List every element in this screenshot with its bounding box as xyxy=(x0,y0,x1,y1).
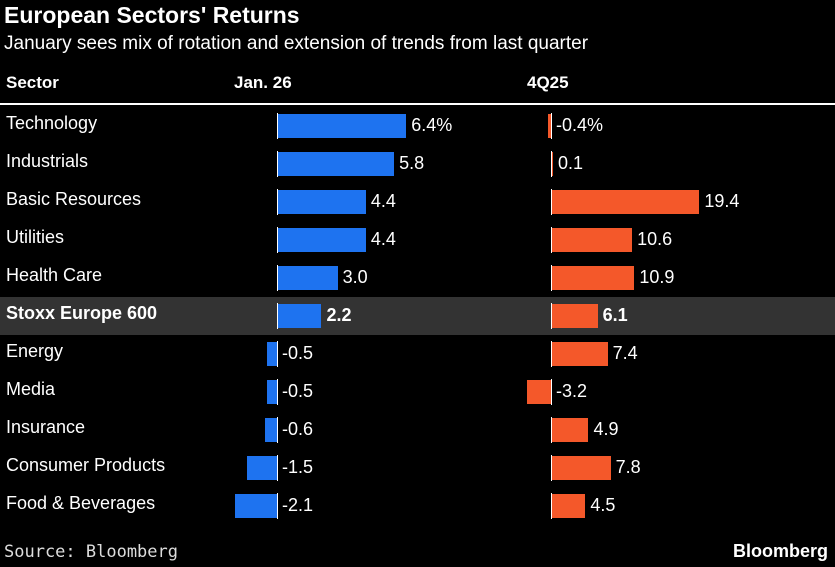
bar-jan xyxy=(277,266,338,290)
bar-jan xyxy=(264,418,277,442)
data-label: 3.0 xyxy=(342,267,368,287)
chart-row: Stoxx Europe 600 2.2 6.1 xyxy=(0,297,835,335)
chart-row: Food & Beverages -2.1 4.5 xyxy=(0,487,835,525)
chart-row: Technology 6.4% -0.4% xyxy=(0,107,835,145)
bar-4q25 xyxy=(551,342,608,366)
data-label: 6.1 xyxy=(602,305,628,325)
data-label: 0.1 xyxy=(558,153,584,173)
zero-line xyxy=(551,455,552,481)
data-label: -2.1 xyxy=(282,495,314,515)
zero-line xyxy=(277,493,278,519)
data-label: 6.4% xyxy=(411,115,453,135)
data-label: 4.4 xyxy=(370,229,396,249)
data-label: 4.9 xyxy=(593,419,619,439)
category-label: Industrials xyxy=(6,151,89,171)
bar-4q25 xyxy=(551,418,589,442)
zero-line xyxy=(551,265,552,291)
category-label: Technology xyxy=(6,113,98,133)
zero-line xyxy=(277,455,278,481)
bloomberg-logo: Bloomberg xyxy=(732,541,828,561)
chart-row: Utilities 4.4 10.6 xyxy=(0,221,835,259)
zero-line xyxy=(551,341,552,367)
bar-jan xyxy=(266,342,277,366)
category-label: Health Care xyxy=(6,265,103,285)
data-label: 5.8 xyxy=(399,153,425,173)
zero-line xyxy=(551,151,552,177)
bar-4q25 xyxy=(551,456,611,480)
data-label: 7.4 xyxy=(612,343,638,363)
data-label: -0.6 xyxy=(282,419,314,439)
data-label: 4.5 xyxy=(590,495,616,515)
data-label: 4.4 xyxy=(370,191,396,211)
zero-line xyxy=(277,417,278,443)
data-label: 19.4 xyxy=(704,191,740,211)
zero-line xyxy=(551,417,552,443)
chart-title: European Sectors' Returns xyxy=(4,2,300,28)
category-label: Insurance xyxy=(6,417,86,437)
bar-4q25 xyxy=(551,228,633,252)
zero-line xyxy=(551,493,552,519)
chart-row: Insurance -0.6 4.9 xyxy=(0,411,835,449)
chart-row: Media -0.5 -3.2 xyxy=(0,373,835,411)
data-label: -0.5 xyxy=(282,343,314,363)
data-label: 10.6 xyxy=(637,229,673,249)
bar-4q25 xyxy=(551,190,700,214)
category-label: Utilities xyxy=(6,227,65,247)
zero-line xyxy=(277,227,278,253)
category-label: Food & Beverages xyxy=(6,493,156,513)
bar-4q25 xyxy=(526,380,551,404)
category-label: Consumer Products xyxy=(6,455,166,475)
zero-line xyxy=(277,303,278,329)
bar-jan xyxy=(277,304,322,328)
chart-subtitle: January sees mix of rotation and extensi… xyxy=(4,33,589,54)
bar-jan xyxy=(234,494,277,518)
data-label: -3.2 xyxy=(556,381,588,401)
zero-line xyxy=(277,189,278,215)
zero-line xyxy=(277,265,278,291)
zero-line xyxy=(277,151,278,177)
data-label: 2.2 xyxy=(326,305,352,325)
chart-row: Basic Resources 4.4 19.4 xyxy=(0,183,835,221)
bar-4q25 xyxy=(547,114,551,138)
category-label: Basic Resources xyxy=(6,189,142,209)
zero-line xyxy=(277,341,278,367)
header-sector: Sector xyxy=(6,73,59,92)
category-label: Energy xyxy=(6,341,64,361)
data-label: -0.5 xyxy=(282,381,314,401)
zero-line xyxy=(551,227,552,253)
bar-jan xyxy=(266,380,277,404)
bar-4q25 xyxy=(551,266,635,290)
bar-jan xyxy=(246,456,277,480)
header-jan: Jan. 26 xyxy=(234,73,292,92)
category-label: Media xyxy=(6,379,56,399)
chart-row: Health Care 3.0 10.9 xyxy=(0,259,835,297)
data-label: 10.9 xyxy=(639,267,675,287)
header-rule xyxy=(0,103,835,105)
data-label: -1.5 xyxy=(282,457,314,477)
bar-jan xyxy=(277,228,366,252)
zero-line xyxy=(551,189,552,215)
source-note: Source: Bloomberg xyxy=(4,542,178,562)
category-label: Stoxx Europe 600 xyxy=(6,303,158,323)
zero-line xyxy=(277,113,278,139)
chart-row: Energy -0.5 7.4 xyxy=(0,335,835,373)
zero-line xyxy=(551,303,552,329)
bar-4q25 xyxy=(551,494,586,518)
zero-line xyxy=(551,379,552,405)
data-label: 7.8 xyxy=(615,457,641,477)
bar-4q25 xyxy=(551,152,553,176)
bar-jan xyxy=(277,114,407,138)
zero-line xyxy=(277,379,278,405)
bar-jan xyxy=(277,190,366,214)
chart-row: Industrials 5.8 0.1 xyxy=(0,145,835,183)
bar-jan xyxy=(277,152,395,176)
chart-row: Consumer Products -1.5 7.8 xyxy=(0,449,835,487)
data-label: -0.4% xyxy=(556,115,604,135)
zero-line xyxy=(551,113,552,139)
bar-4q25 xyxy=(551,304,598,328)
header-4q25: 4Q25 xyxy=(527,73,569,92)
